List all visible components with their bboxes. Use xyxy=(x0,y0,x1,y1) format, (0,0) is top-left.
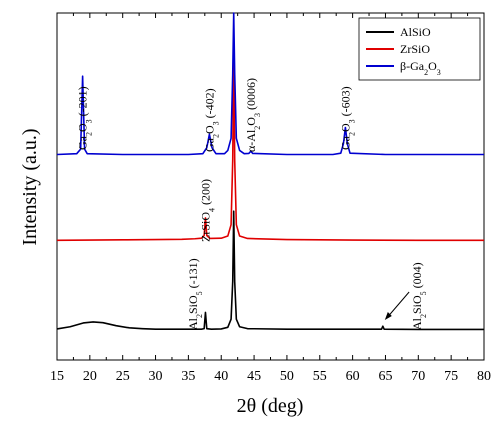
x-tick-label: 80 xyxy=(477,369,491,384)
peak-annotations: Ga2O3 (-201) Ga2O3 (-402) α-Al2O3 (0006) Ga… xyxy=(76,78,428,330)
x-tick-label: 50 xyxy=(280,369,294,384)
x-tick-label: 30 xyxy=(149,369,163,384)
peak-arrow xyxy=(384,291,410,320)
series-line-ga2o3 xyxy=(56,12,484,156)
x-axis-ticks: 15 20 25 30 35 40 45 50 55 60 65 70 75 80 xyxy=(50,13,491,384)
x-tick-label: 60 xyxy=(346,369,360,384)
peak-label: Ga2O3 (-201) xyxy=(76,86,94,150)
y-axis-title: Intensity (a.u.) xyxy=(19,128,41,245)
arrow-head xyxy=(384,312,392,320)
series-group xyxy=(56,12,484,331)
peak-label: α-Al2O3 (0006) xyxy=(244,78,261,152)
peak-label: Al2SiO5 (-131) xyxy=(186,258,204,330)
x-tick-label: 40 xyxy=(214,369,228,384)
arrow-line xyxy=(386,291,410,319)
x-tick-label: 35 xyxy=(181,369,195,384)
peak-label: Al2SiO5 (004) xyxy=(410,262,428,330)
series-line-alsio xyxy=(56,210,484,331)
x-tick-label: 25 xyxy=(116,369,130,384)
x-axis-title: 2θ (deg) xyxy=(237,395,304,417)
x-tick-label: 75 xyxy=(444,369,458,384)
x-tick-label: 15 xyxy=(50,369,64,384)
x-tick-label: 65 xyxy=(378,369,392,384)
peak-label: Ga2O3 (-603) xyxy=(338,86,356,150)
series-line-zrsio xyxy=(56,51,484,242)
legend-label: AlSiO xyxy=(400,25,431,39)
legend: AlSiO ZrSiO β-Ga2O3 xyxy=(358,17,481,81)
x-tick-label: 45 xyxy=(247,369,261,384)
peak-label: Ga2O3 (-402) xyxy=(202,88,220,152)
legend-label: β-Ga2O3 xyxy=(400,59,441,77)
x-tick-label: 55 xyxy=(313,369,327,384)
x-tick-label: 70 xyxy=(411,369,425,384)
x-tick-label: 20 xyxy=(83,369,97,384)
peak-label: ZrSiO4 (200) xyxy=(199,179,217,242)
legend-label: ZrSiO xyxy=(400,42,430,56)
